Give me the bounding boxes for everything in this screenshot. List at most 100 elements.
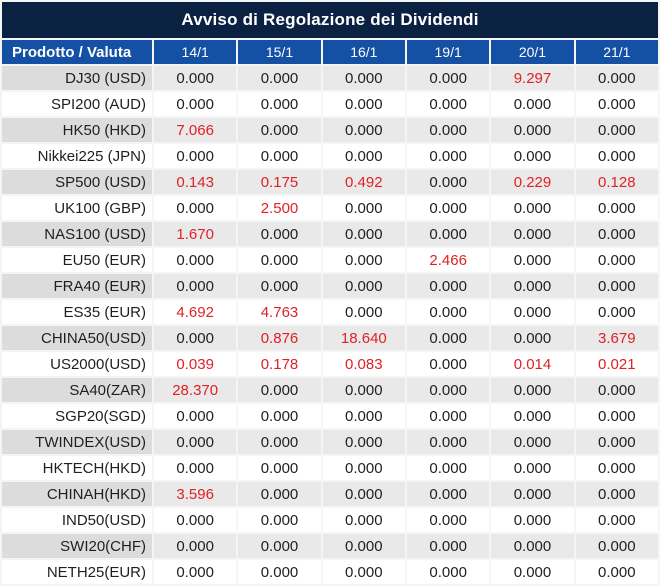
table-row: EU50 (EUR) 0.000 0.000 0.000 2.466 0.000 0.000 [2, 248, 658, 272]
value-cell: 0.175 [238, 170, 321, 194]
value-cell: 0.000 [491, 248, 574, 272]
value-cell: 0.000 [406, 92, 490, 116]
value-cell: 0.000 [406, 196, 490, 220]
value-cell: 0.000 [154, 326, 237, 350]
table-row: TWINDEX(USD) 0.000 0.000 0.000 0.000 0.000 0.0… [2, 430, 658, 454]
table-row: SWI20(CHF) 0.000 0.000 0.000 0.000 0.000 0.000 [2, 534, 658, 558]
value-cell: 0.000 [322, 508, 405, 532]
value-cell: 2.500 [238, 196, 321, 220]
value-cell: 0.039 [154, 352, 237, 376]
value-cell: 0.000 [406, 326, 490, 350]
value-cell: 0.000 [491, 404, 574, 428]
value-cell: 3.596 [154, 482, 237, 506]
table-row: FRA40 (EUR) 0.000 0.000 0.000 0.000 0.000 0.00… [2, 274, 658, 298]
value-cell: 0.128 [575, 170, 658, 194]
table-row: UK100 (GBP) 0.000 2.500 0.000 0.000 0.000 0.00… [2, 196, 658, 220]
table-row: NAS100 (USD) 1.670 0.000 0.000 0.000 0.000 0.0… [2, 222, 658, 246]
product-cell: EU50 (EUR) [2, 248, 152, 272]
value-cell: 0.000 [491, 274, 574, 298]
value-cell: 0.000 [406, 482, 490, 506]
value-cell: 0.000 [575, 222, 658, 246]
column-header-date: 21/1 [575, 40, 658, 64]
value-cell: 0.000 [154, 430, 237, 454]
dividend-table-head: Avviso di Regolazione dei Dividendi Prod… [2, 2, 658, 64]
value-cell: 0.000 [238, 66, 321, 90]
value-cell: 0.083 [322, 352, 405, 376]
value-cell: 0.143 [154, 170, 237, 194]
table-row: HK50 (HKD) 7.066 0.000 0.000 0.000 0.000 0.000 [2, 118, 658, 142]
value-cell: 0.021 [575, 352, 658, 376]
value-cell: 0.000 [238, 404, 321, 428]
value-cell: 0.000 [491, 118, 574, 142]
value-cell: 0.000 [406, 404, 490, 428]
value-cell: 0.000 [575, 482, 658, 506]
value-cell: 4.763 [238, 300, 321, 324]
value-cell: 0.000 [575, 144, 658, 168]
value-cell: 0.000 [406, 66, 490, 90]
value-cell: 0.000 [154, 274, 237, 298]
value-cell: 0.000 [491, 196, 574, 220]
value-cell: 0.000 [322, 118, 405, 142]
product-cell: HK50 (HKD) [2, 118, 152, 142]
table-row: DJ30 (USD) 0.000 0.000 0.000 0.000 9.297 0.000 [2, 66, 658, 90]
value-cell: 0.000 [575, 274, 658, 298]
dividend-table-body: DJ30 (USD) 0.000 0.000 0.000 0.000 9.297 0.000… [2, 66, 658, 584]
value-cell: 0.000 [154, 66, 237, 90]
table-row: HKTECH(HKD) 0.000 0.000 0.000 0.000 0.000 0.00… [2, 456, 658, 480]
value-cell: 0.000 [322, 274, 405, 298]
value-cell: 0.000 [154, 196, 237, 220]
value-cell: 0.000 [406, 378, 490, 402]
value-cell: 0.000 [322, 248, 405, 272]
table-row: CHINA50(USD) 0.000 0.876 18.640 0.000 0.000 3.… [2, 326, 658, 350]
value-cell: 0.000 [406, 456, 490, 480]
product-cell: SGP20(SGD) [2, 404, 152, 428]
value-cell: 0.000 [238, 222, 321, 246]
product-cell: SPI200 (AUD) [2, 92, 152, 116]
value-cell: 0.000 [491, 560, 574, 584]
value-cell: 0.000 [491, 144, 574, 168]
product-cell: US2000(USD) [2, 352, 152, 376]
value-cell: 0.000 [322, 144, 405, 168]
value-cell: 0.000 [238, 482, 321, 506]
value-cell: 0.000 [322, 196, 405, 220]
product-cell: IND50(USD) [2, 508, 152, 532]
value-cell: 0.000 [154, 92, 237, 116]
value-cell: 0.000 [575, 430, 658, 454]
value-cell: 0.000 [238, 456, 321, 480]
value-cell: 1.670 [154, 222, 237, 246]
product-cell: SA40(ZAR) [2, 378, 152, 402]
value-cell: 0.000 [491, 456, 574, 480]
value-cell: 0.000 [238, 378, 321, 402]
value-cell: 4.692 [154, 300, 237, 324]
value-cell: 0.000 [406, 560, 490, 584]
value-cell: 0.000 [406, 118, 490, 142]
value-cell: 0.000 [154, 534, 237, 558]
value-cell: 0.000 [322, 456, 405, 480]
product-cell: TWINDEX(USD) [2, 430, 152, 454]
column-header-date: 15/1 [238, 40, 321, 64]
product-cell: FRA40 (EUR) [2, 274, 152, 298]
value-cell: 0.000 [575, 92, 658, 116]
value-cell: 0.000 [575, 196, 658, 220]
value-cell: 0.000 [575, 378, 658, 402]
product-cell: NETH25(EUR) [2, 560, 152, 584]
title-row: Avviso di Regolazione dei Dividendi [2, 2, 658, 38]
value-cell: 3.679 [575, 326, 658, 350]
value-cell: 0.000 [406, 352, 490, 376]
value-cell: 0.000 [406, 144, 490, 168]
value-cell: 0.000 [322, 66, 405, 90]
value-cell: 0.000 [575, 534, 658, 558]
value-cell: 0.000 [238, 508, 321, 532]
value-cell: 0.000 [238, 534, 321, 558]
product-cell: DJ30 (USD) [2, 66, 152, 90]
value-cell: 0.178 [238, 352, 321, 376]
value-cell: 0.000 [491, 300, 574, 324]
product-cell: SWI20(CHF) [2, 534, 152, 558]
table-row: SGP20(SGD) 0.000 0.000 0.000 0.000 0.000 0.000 [2, 404, 658, 428]
value-cell: 0.000 [406, 534, 490, 558]
value-cell: 0.000 [154, 508, 237, 532]
value-cell: 0.000 [491, 482, 574, 506]
value-cell: 0.000 [575, 66, 658, 90]
value-cell: 0.000 [238, 274, 321, 298]
